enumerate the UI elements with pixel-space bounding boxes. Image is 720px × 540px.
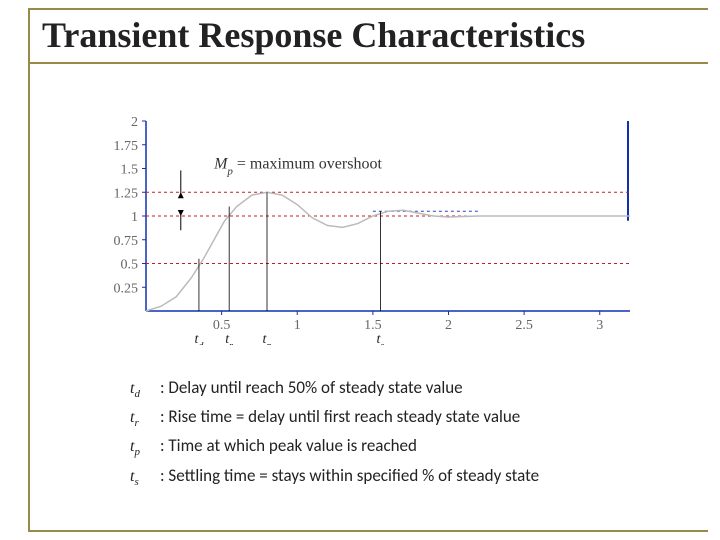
legend-row: tp: Time at which peak value is reached (130, 433, 539, 461)
legend-row: tr: Rise time = delay until first reach … (130, 404, 539, 432)
svg-text:Mp = maximum overshoot: Mp = maximum overshoot (213, 156, 382, 178)
svg-text:1: 1 (294, 318, 301, 333)
title-underline (28, 62, 708, 64)
legend-symbol: tp (130, 435, 160, 461)
svg-text:td: td (194, 332, 204, 345)
svg-text:2: 2 (445, 318, 452, 333)
svg-text:1.25: 1.25 (114, 186, 139, 201)
svg-text:2: 2 (131, 115, 138, 130)
svg-text:0.25: 0.25 (114, 281, 139, 296)
legend-text: : Settling time = stays within specified… (160, 463, 539, 489)
legend-text: : Time at which peak value is reached (160, 433, 417, 459)
svg-text:1.5: 1.5 (121, 163, 139, 178)
legend-block: td: Delay until reach 50% of steady stat… (130, 375, 539, 492)
svg-text:0.75: 0.75 (114, 234, 139, 249)
legend-symbol: td (130, 377, 160, 403)
svg-text:ts: ts (377, 332, 385, 345)
response-chart: 0.25 0.5 0.75 1 1.25 1.5 1.75 2 0.5 1 1.5 2 2.5 3 td tr… (100, 115, 640, 345)
legend-symbol: tr (130, 406, 160, 432)
svg-text:3: 3 (596, 318, 603, 333)
svg-text:0.5: 0.5 (213, 318, 231, 333)
legend-row: td: Delay until reach 50% of steady stat… (130, 375, 539, 403)
svg-text:1.5: 1.5 (364, 318, 382, 333)
legend-row: ts: Settling time = stays within specifi… (130, 463, 539, 491)
legend-text: : Rise time = delay until first reach st… (160, 404, 520, 430)
svg-text:0.5: 0.5 (121, 258, 139, 273)
svg-text:2.5: 2.5 (515, 318, 533, 333)
svg-text:tr: tr (225, 332, 233, 345)
legend-symbol: ts (130, 465, 160, 491)
svg-text:tp: tp (263, 332, 272, 345)
page-title: Transient Response Characteristics (42, 14, 591, 56)
svg-text:1: 1 (131, 210, 138, 225)
legend-text: : Delay until reach 50% of steady state … (160, 375, 463, 401)
svg-text:1.75: 1.75 (114, 139, 139, 154)
